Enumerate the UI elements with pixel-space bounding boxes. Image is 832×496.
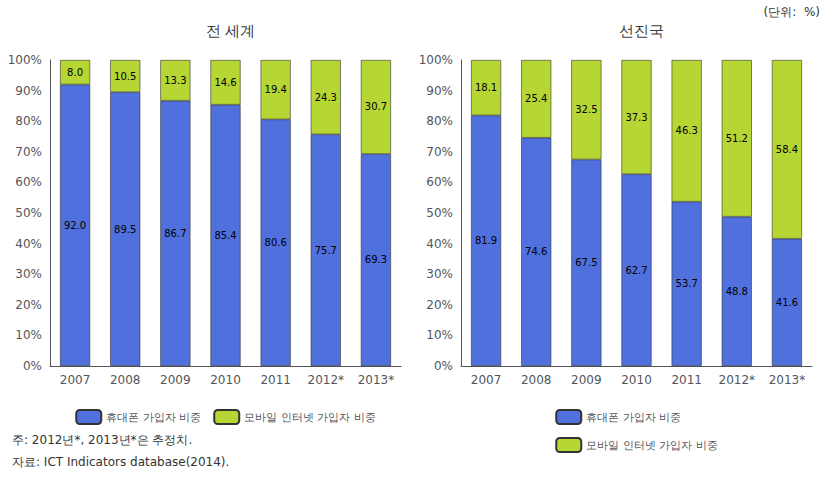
svg-text:2012*: 2012* <box>719 373 756 387</box>
svg-text:51.2: 51.2 <box>726 133 748 144</box>
svg-text:18.1: 18.1 <box>475 82 497 93</box>
svg-text:2011: 2011 <box>671 373 702 387</box>
svg-text:90%: 90% <box>426 84 453 98</box>
svg-text:90%: 90% <box>15 84 42 98</box>
svg-text:2012*: 2012* <box>308 373 345 387</box>
svg-text:40%: 40% <box>426 237 453 251</box>
svg-text:2007: 2007 <box>60 373 91 387</box>
svg-text:32.5: 32.5 <box>575 104 597 115</box>
svg-text:48.8: 48.8 <box>726 286 748 297</box>
svg-text:2011: 2011 <box>260 373 291 387</box>
svg-text:2009: 2009 <box>160 373 191 387</box>
svg-text:50%: 50% <box>15 206 42 220</box>
svg-text:62.7: 62.7 <box>625 265 647 276</box>
svg-text:2008: 2008 <box>110 373 141 387</box>
svg-text:전 세계: 전 세계 <box>206 22 256 40</box>
svg-text:모바일 인터넷 가입자 비중: 모바일 인터넷 가입자 비중 <box>244 411 376 424</box>
svg-text:69.3: 69.3 <box>365 254 387 265</box>
svg-text:100%: 100% <box>8 53 42 67</box>
svg-text:2009: 2009 <box>571 373 602 387</box>
svg-text:30.7: 30.7 <box>365 101 387 112</box>
svg-text:89.5: 89.5 <box>114 224 136 235</box>
svg-text:40%: 40% <box>15 237 42 251</box>
svg-text:41.6: 41.6 <box>776 297 798 308</box>
svg-text:70%: 70% <box>426 145 453 159</box>
svg-text:37.3: 37.3 <box>625 112 647 123</box>
svg-text:휴대폰 가입자 비중: 휴대폰 가입자 비중 <box>106 411 201 424</box>
svg-text:2013*: 2013* <box>358 373 395 387</box>
svg-text:25.4: 25.4 <box>525 93 547 104</box>
svg-text:2010: 2010 <box>210 373 241 387</box>
svg-text:20%: 20% <box>15 298 42 312</box>
svg-text:10%: 10% <box>15 328 42 342</box>
svg-text:46.3: 46.3 <box>676 125 698 136</box>
svg-text:주: 2012년*, 2013년*은 추정치.: 주: 2012년*, 2013년*은 추정치. <box>12 433 192 447</box>
svg-text:75.7: 75.7 <box>315 245 337 256</box>
svg-text:81.9: 81.9 <box>475 235 497 246</box>
svg-text:2008: 2008 <box>521 373 552 387</box>
svg-text:58.4: 58.4 <box>776 144 798 155</box>
svg-text:60%: 60% <box>426 175 453 189</box>
svg-text:8.0: 8.0 <box>67 67 83 78</box>
svg-text:80%: 80% <box>426 114 453 128</box>
svg-text:30%: 30% <box>426 267 453 281</box>
svg-text:80.6: 80.6 <box>265 237 287 248</box>
svg-text:50%: 50% <box>426 206 453 220</box>
svg-text:60%: 60% <box>15 175 42 189</box>
svg-text:2013*: 2013* <box>769 373 806 387</box>
svg-text:0%: 0% <box>23 359 42 373</box>
svg-text:19.4: 19.4 <box>265 84 287 95</box>
svg-text:100%: 100% <box>419 53 453 67</box>
svg-text:자료: ICT Indicators database(20: 자료: ICT Indicators database(2014). <box>12 455 229 469</box>
svg-text:74.6: 74.6 <box>525 246 547 257</box>
svg-text:53.7: 53.7 <box>676 278 698 289</box>
svg-text:92.0: 92.0 <box>64 220 86 231</box>
svg-text:80%: 80% <box>15 114 42 128</box>
svg-text:2010: 2010 <box>621 373 652 387</box>
svg-text:2007: 2007 <box>471 373 502 387</box>
svg-text:모바일 인터넷 가입자 비중: 모바일 인터넷 가입자 비중 <box>586 439 718 452</box>
svg-text:86.7: 86.7 <box>164 228 186 239</box>
svg-text:선진국: 선진국 <box>619 22 664 40</box>
svg-text:24.3: 24.3 <box>315 92 337 103</box>
svg-text:13.3: 13.3 <box>164 75 186 86</box>
svg-text:85.4: 85.4 <box>214 230 236 241</box>
svg-text:10%: 10% <box>426 328 453 342</box>
svg-text:14.6: 14.6 <box>214 77 236 88</box>
svg-text:30%: 30% <box>15 267 42 281</box>
svg-text:0%: 0% <box>434 359 453 373</box>
svg-text:70%: 70% <box>15 145 42 159</box>
svg-text:10.5: 10.5 <box>114 71 136 82</box>
svg-text:휴대폰 가입자 비중: 휴대폰 가입자 비중 <box>586 411 681 424</box>
svg-text:20%: 20% <box>426 298 453 312</box>
svg-text:(단위: %): (단위: %) <box>764 5 820 19</box>
svg-text:67.5: 67.5 <box>575 257 597 268</box>
